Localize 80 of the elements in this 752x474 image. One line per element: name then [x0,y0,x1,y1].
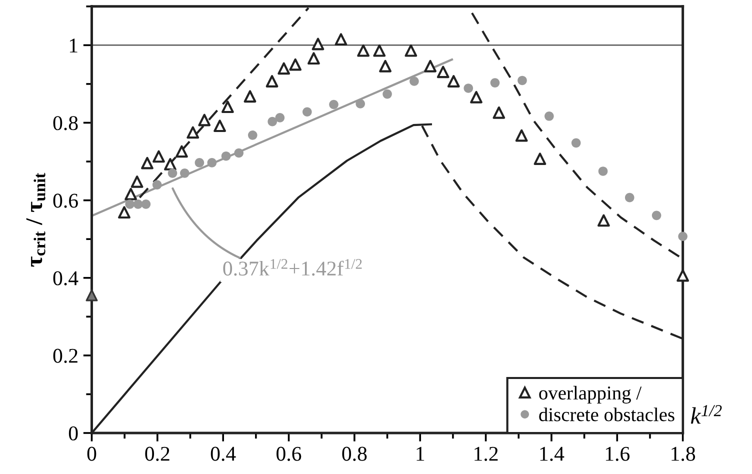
point [382,89,392,99]
y-tick-label: 0.2 [53,348,78,363]
point [214,120,226,132]
point [624,192,634,202]
point [176,145,188,158]
point [141,156,154,170]
x-tick-label: 1 [416,446,424,461]
x-tick-label: 1.4 [540,446,564,461]
x-tick-label: 1.8 [672,446,696,461]
y-tick-label: 0.6 [53,194,78,208]
point [373,44,386,57]
point [221,151,231,161]
point [207,158,217,168]
point [180,168,190,178]
point [130,176,144,188]
point [515,129,528,142]
point [544,111,554,121]
point [164,158,176,170]
x-tick-label: 0 [87,446,96,461]
point [133,200,143,209]
point [268,116,278,126]
point [334,33,348,46]
point [186,126,200,139]
point [436,66,450,78]
point [424,60,436,72]
point [168,168,178,178]
point [118,206,130,219]
x-tick-label: 0.8 [342,446,367,461]
point [244,90,256,103]
point [470,90,482,104]
point [329,100,338,110]
point [356,99,366,108]
point [357,44,370,57]
point [125,200,134,209]
x-tick-label: 1.2 [474,446,498,461]
y-tick-label: 1 [70,38,78,52]
point [492,106,506,119]
x-tick-label: 0.2 [145,446,170,461]
point [597,214,610,227]
point [410,76,419,86]
point [308,52,320,65]
point [302,107,312,117]
y-tick-label: 0.4 [53,271,78,286]
point [598,166,608,176]
point [278,62,290,75]
x-tick-label: 0.4 [210,446,236,461]
legend-label: overlapping / [539,386,642,404]
point [571,138,581,148]
point [194,158,204,168]
point [275,113,285,122]
x-tick-label: 1.6 [606,446,630,461]
x-axis-title: k$^{1/2}$ [690,405,722,424]
point [447,75,460,88]
point [518,76,527,86]
point [312,38,324,50]
y-tick-label: 0.8 [53,116,78,130]
point [86,289,98,302]
point [198,114,211,126]
point [234,148,244,158]
point [676,269,690,282]
legend-label: discrete obstacles [539,408,674,422]
point [490,78,500,88]
point [124,188,138,200]
point [266,75,278,88]
point [404,44,418,57]
x-tick-label: 0.6 [276,446,302,461]
point [678,232,688,242]
y-tick-label: 0 [68,426,78,440]
point [464,84,474,93]
point [534,152,546,166]
point [652,210,662,220]
point [248,130,258,140]
point [141,200,151,209]
point [152,180,162,190]
annotation: 0.37k$^{1/2}$+1.42f$^{1/2}$ [223,259,362,276]
point [379,60,392,72]
point [221,100,234,114]
y-axis-title: τ$_{crit}$ / τ$_{unit}$ [26,172,46,267]
point [152,150,165,163]
point [289,58,302,71]
